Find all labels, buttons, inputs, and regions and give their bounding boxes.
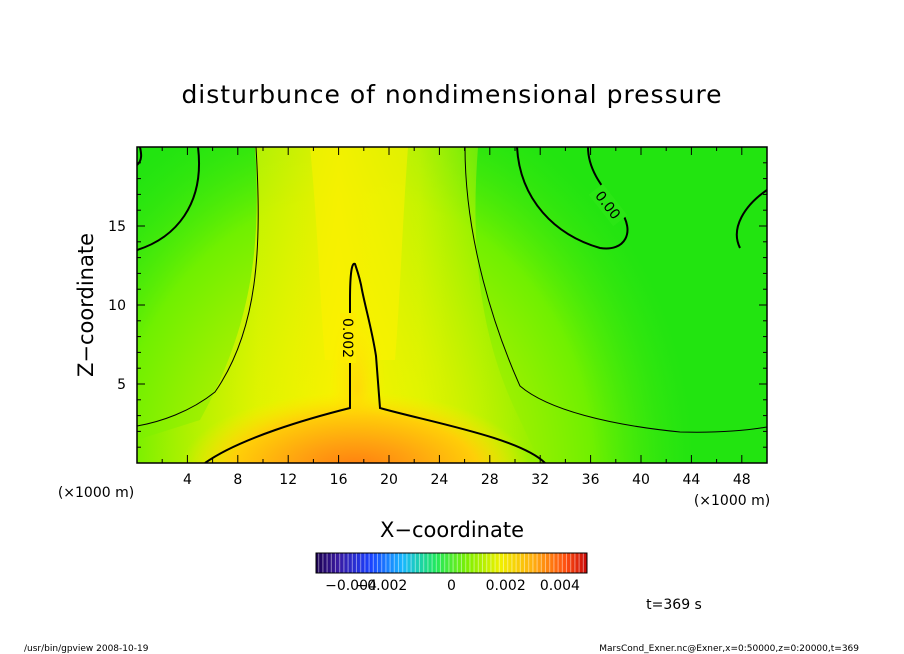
- footer-right: MarsCond_Exner.nc@Exner,x=0:50000,z=0:20…: [599, 644, 859, 654]
- contour-lines: [137, 147, 767, 463]
- contour-zero-right: [516, 147, 629, 250]
- x-tick-label: 40: [632, 472, 650, 488]
- x-tick-label: 48: [733, 472, 751, 488]
- time-label: t=369 s: [646, 597, 702, 613]
- x-tick-label: 36: [582, 472, 600, 488]
- field-hot-shading: [137, 147, 767, 463]
- chart-title: disturbunce of nondimensional pressure: [181, 80, 722, 109]
- x-axis-label: X−coordinate: [380, 518, 524, 542]
- contour-positive: [204, 262, 546, 463]
- x-unit-label-left: (×1000 m): [58, 485, 134, 501]
- x-tick-label: 32: [531, 472, 549, 488]
- colorbar-tick-label: 0.002: [486, 578, 526, 594]
- contour-zero-left: [137, 147, 200, 251]
- colorbar-tick-label: 0: [447, 578, 456, 594]
- y-axis-label: Z−coordinate: [74, 233, 98, 377]
- x-tick-label: 8: [233, 472, 242, 488]
- y-tick-label: 10: [108, 298, 126, 314]
- contour-labels: 0.00 0.002: [339, 183, 628, 363]
- colorbar-tick-label: −0.004: [325, 578, 377, 594]
- contour-zero-edge: [735, 189, 767, 249]
- y-tick-label: 5: [117, 377, 126, 393]
- contour-thin-right: [464, 147, 767, 433]
- y-axis-ticks: 5 10 15: [108, 146, 767, 464]
- x-unit-label-right: (×1000 m): [694, 493, 770, 509]
- plot-field: 0.00 0.002: [137, 147, 767, 463]
- contour-label-positive: 0.002: [339, 318, 355, 358]
- x-tick-label: 44: [682, 472, 700, 488]
- x-tick-label: 16: [330, 472, 348, 488]
- footer-left: /usr/bin/gpview 2008-10-19: [24, 644, 149, 654]
- colorbar-tick-labels: −0.004−0.002 0 0.002 0.004: [325, 578, 580, 594]
- contour-zero-corner: [137, 147, 143, 166]
- x-tick-label: 24: [430, 472, 448, 488]
- x-tick-label: 12: [279, 472, 297, 488]
- x-tick-label: 28: [481, 472, 499, 488]
- contour-label-mask-positive: [340, 313, 356, 363]
- contour-label-mask-zero: [588, 183, 628, 227]
- x-tick-label: 4: [183, 472, 192, 488]
- colorbar: −0.004−0.002 0 0.002 0.004: [315, 552, 588, 594]
- contour-thin-left: [137, 147, 259, 427]
- colorbar-frame: [315, 552, 588, 574]
- x-tick-label: 20: [380, 472, 398, 488]
- colorbar-levels: [316, 553, 587, 573]
- colorbar-tick-label: 0.004: [540, 578, 580, 594]
- colorbar-tick-label: −0.002: [355, 578, 407, 594]
- x-axis-ticks: 4 8 12 16 20 24 28 32 36 40 44 48: [136, 147, 768, 488]
- y-tick-label: 15: [108, 219, 126, 235]
